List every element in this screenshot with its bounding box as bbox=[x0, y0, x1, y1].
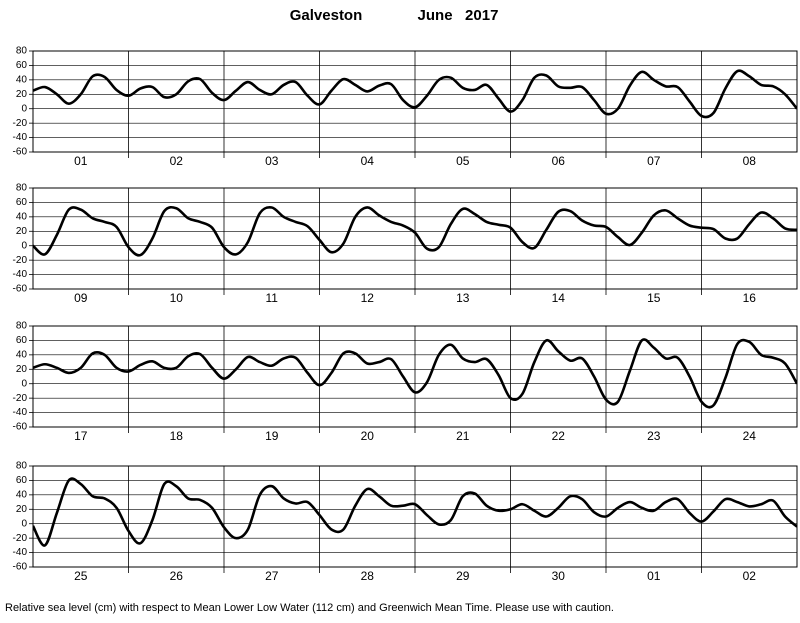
x-tick-label: 21 bbox=[456, 429, 470, 443]
y-tick-label: 60 bbox=[16, 197, 28, 208]
x-tick-label: 13 bbox=[456, 291, 470, 305]
y-tick-label: 40 bbox=[16, 489, 28, 500]
x-tick-label: 30 bbox=[552, 569, 566, 583]
y-tick-label: -60 bbox=[13, 284, 28, 295]
plot-frame bbox=[32, 325, 798, 428]
y-tick-label: 0 bbox=[21, 240, 27, 251]
y-tick-label: 20 bbox=[16, 89, 28, 100]
panel: -60 -40 -20 0 20 40 60 80 09 10 11 12 13 14 15 16 bbox=[13, 183, 798, 305]
x-tick-label: 03 bbox=[265, 154, 279, 168]
x-tick-label: 18 bbox=[170, 429, 184, 443]
x-tick-label: 11 bbox=[266, 291, 279, 305]
x-tick-label: 04 bbox=[361, 154, 375, 168]
x-tick-label: 05 bbox=[456, 154, 470, 168]
y-tick-label: 60 bbox=[16, 475, 28, 486]
x-tick-label: 26 bbox=[170, 569, 184, 583]
panel: -60 -40 -20 0 20 40 60 80 25 26 27 28 29 30 01 02 bbox=[13, 461, 798, 583]
x-tick-label: 02 bbox=[743, 569, 757, 583]
y-tick-label: -40 bbox=[13, 547, 28, 558]
y-tick-label: 20 bbox=[16, 504, 28, 515]
y-tick-label: -20 bbox=[13, 393, 28, 404]
chart-title: Galveston bbox=[290, 7, 363, 24]
plot-frame bbox=[32, 187, 798, 290]
x-tick-label: 15 bbox=[647, 291, 661, 305]
tide-line bbox=[33, 477, 797, 547]
chart-subtitle: June 2017 bbox=[418, 7, 499, 24]
x-tick-label: 22 bbox=[552, 429, 566, 443]
x-tick-label: 12 bbox=[361, 291, 375, 305]
y-tick-label: 0 bbox=[21, 378, 27, 389]
x-tick-label: 17 bbox=[74, 429, 88, 443]
series-group bbox=[33, 338, 797, 409]
y-tick-label: 80 bbox=[16, 321, 28, 332]
y-tick-label: -40 bbox=[13, 407, 28, 418]
panel: -60 -40 -20 0 20 40 60 80 17 18 19 20 21 22 23 24 bbox=[13, 321, 798, 443]
y-tick-label: 0 bbox=[21, 518, 27, 529]
x-tick-label: 29 bbox=[456, 569, 470, 583]
x-tick-label: 09 bbox=[74, 291, 88, 305]
series-group bbox=[33, 69, 797, 119]
x-tick-label: 14 bbox=[552, 291, 566, 305]
plot-frame bbox=[32, 465, 798, 568]
y-tick-label: -60 bbox=[13, 562, 28, 573]
x-tick-label: 08 bbox=[743, 154, 757, 168]
x-tick-label: 01 bbox=[74, 154, 88, 168]
y-tick-label: -40 bbox=[13, 269, 28, 280]
tide-line bbox=[33, 338, 797, 409]
y-tick-label: 60 bbox=[16, 60, 28, 71]
x-tick-label: 10 bbox=[170, 291, 184, 305]
panel: -60 -40 -20 0 20 40 60 80 01 02 03 04 05 06 07 08 bbox=[13, 46, 798, 168]
x-tick-label: 25 bbox=[74, 569, 88, 583]
x-tick-label: 28 bbox=[361, 569, 375, 583]
series-group bbox=[33, 477, 797, 547]
x-tick-label: 20 bbox=[361, 429, 375, 443]
y-tick-label: 20 bbox=[16, 226, 28, 237]
series-group bbox=[33, 205, 797, 257]
y-tick-label: -40 bbox=[13, 132, 28, 143]
x-tick-label: 19 bbox=[265, 429, 279, 443]
y-tick-label: -20 bbox=[13, 255, 28, 266]
y-tick-label: 40 bbox=[16, 211, 28, 222]
y-tick-label: -60 bbox=[13, 422, 28, 433]
x-tick-label: 24 bbox=[743, 429, 757, 443]
x-tick-label: 16 bbox=[743, 291, 757, 305]
y-tick-label: 80 bbox=[16, 461, 28, 472]
x-tick-label: 01 bbox=[647, 569, 661, 583]
y-tick-label: 40 bbox=[16, 349, 28, 360]
y-tick-label: -60 bbox=[13, 147, 28, 158]
x-tick-label: 06 bbox=[552, 154, 566, 168]
y-tick-label: 20 bbox=[16, 364, 28, 375]
plot-frame bbox=[32, 50, 798, 153]
tide-line bbox=[33, 205, 797, 257]
y-tick-label: 0 bbox=[21, 103, 27, 114]
y-tick-label: -20 bbox=[13, 533, 28, 544]
footnote: Relative sea level (cm) with respect to … bbox=[5, 602, 614, 614]
x-tick-label: 07 bbox=[647, 154, 661, 168]
y-tick-label: 80 bbox=[16, 183, 28, 194]
y-tick-label: -20 bbox=[13, 118, 28, 129]
tide-line bbox=[33, 69, 797, 119]
y-tick-label: 80 bbox=[16, 46, 28, 57]
y-tick-label: 40 bbox=[16, 74, 28, 85]
x-tick-label: 23 bbox=[647, 429, 661, 443]
x-tick-label: 27 bbox=[265, 569, 279, 583]
y-tick-label: 60 bbox=[16, 335, 28, 346]
x-tick-label: 02 bbox=[170, 154, 184, 168]
